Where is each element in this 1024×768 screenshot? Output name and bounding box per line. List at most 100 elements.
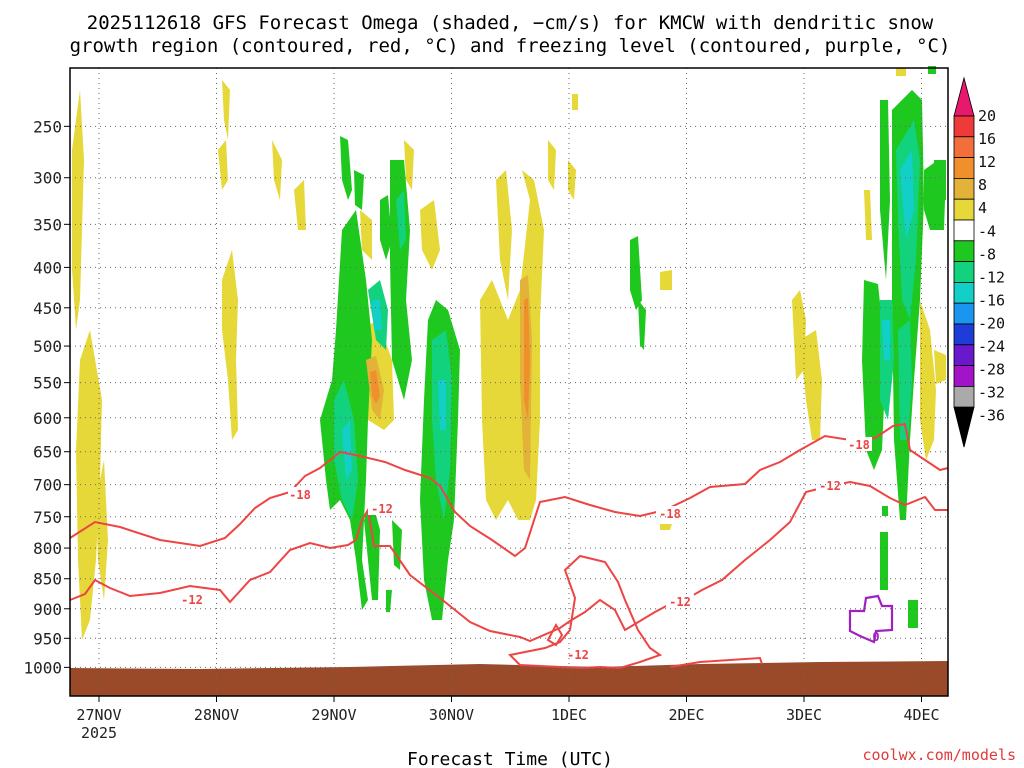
- colorbar-label: 20: [978, 107, 996, 125]
- dgz-contours: [69, 422, 949, 670]
- omega-green-region: [364, 500, 380, 600]
- omega-teal-region: [882, 320, 890, 360]
- y-tick-label: 850: [33, 570, 62, 589]
- dgz-contour-minus18: [69, 422, 949, 558]
- contour-label-minus12: -12: [819, 479, 841, 493]
- contour-label-zero: 0: [872, 630, 879, 644]
- omega-green-region: [392, 520, 402, 570]
- omega-green-region: [880, 100, 890, 280]
- omega-green-region: [386, 590, 392, 612]
- freezing-level-contour: [848, 594, 894, 644]
- colorbar-label: 4: [978, 199, 987, 217]
- omega-green-region: [390, 160, 412, 400]
- colorbar-label: -32: [978, 384, 1005, 402]
- x-tick-label: 3DEC: [786, 706, 822, 724]
- omega-yellow-region: [896, 68, 906, 76]
- omega-yellow-region: [572, 94, 578, 110]
- y-axis: 250 300 350 400 450 500 550 600 650 700 750 800 850 9…: [23, 117, 70, 677]
- colorbar-swatch: [953, 240, 975, 263]
- omega-yellow-region: [480, 170, 544, 520]
- omega-yellow-region: [404, 140, 414, 190]
- x-tick-label: 29NOV: [311, 706, 356, 724]
- x-tick-label: 28NOV: [194, 706, 239, 724]
- omega-green-region: [630, 236, 642, 310]
- colorbar-label: -28: [978, 361, 1005, 379]
- y-tick-label: 300: [33, 169, 62, 188]
- y-tick-label: 500: [33, 337, 62, 356]
- omega-orange-region: [524, 298, 530, 420]
- omega-yellow-region: [222, 250, 238, 440]
- omega-yellow-region: [72, 90, 84, 330]
- colorbar-swatch: [953, 219, 975, 242]
- omega-teal-region: [372, 300, 382, 330]
- omega-teal-region: [898, 320, 912, 440]
- colorbar-swatch: [953, 365, 975, 387]
- omega-green-region: [908, 600, 918, 628]
- x-year-label: 2025: [81, 724, 117, 742]
- colorbar-swatch: [953, 198, 975, 221]
- omega-green-region: [882, 506, 888, 516]
- omega-yellow-region: [568, 160, 576, 200]
- chart-title-line1: 2025112618 GFS Forecast Omega (shaded, −…: [87, 12, 934, 34]
- omega-yellow-region: [360, 210, 372, 260]
- omega-green-region: [354, 170, 364, 210]
- colorbar-swatch: [953, 344, 975, 366]
- colorbar-swatch: [953, 261, 975, 283]
- omega-green-region: [380, 195, 392, 260]
- colorbar-swatch: [953, 302, 975, 325]
- colorbar-swatch: [953, 157, 975, 179]
- colorbar: 20 16 12 8 4 -4 -8 -12 -16 -20 -24 -28 -32 -36: [953, 76, 1005, 448]
- colorbar-label: -4: [978, 222, 996, 240]
- y-tick-label: 650: [33, 443, 62, 462]
- omega-yellow-region: [660, 270, 672, 290]
- omega-yellow-region: [800, 330, 822, 440]
- credit-text: coolwx.com/models: [862, 746, 1016, 764]
- omega-orange-region: [370, 370, 380, 404]
- dgz-contour-minus12: [69, 480, 948, 643]
- colorbar-swatch: [953, 281, 975, 304]
- omega-yellow-region: [934, 350, 946, 384]
- colorbar-top-arrow: [953, 76, 975, 117]
- x-axis-title: Forecast Time (UTC): [407, 749, 613, 768]
- y-tick-label: 750: [33, 508, 62, 527]
- x-tick-label: 27NOV: [76, 706, 121, 724]
- omega-yellow-region: [222, 80, 230, 140]
- contour-label-minus12: -12: [669, 595, 691, 609]
- colorbar-swatch: [953, 323, 975, 346]
- omega-yellow-region: [548, 140, 556, 190]
- contour-label-minus18: -18: [848, 438, 870, 452]
- colorbar-label: -12: [978, 268, 1005, 286]
- colorbar-label: 12: [978, 153, 996, 171]
- y-tick-label: 600: [33, 409, 62, 428]
- y-tick-label: 950: [33, 629, 62, 648]
- colorbar-bottom-arrow: [953, 406, 975, 448]
- omega-teal-region: [342, 420, 352, 480]
- colorbar-swatch: [953, 115, 975, 138]
- colorbar-label: -8: [978, 245, 996, 263]
- omega-yellow-region: [272, 140, 282, 200]
- y-tick-label: 450: [33, 299, 62, 318]
- omega-green-region: [928, 66, 936, 74]
- colorbar-label: 8: [978, 176, 987, 194]
- omega-yellow-region: [420, 200, 440, 270]
- y-tick-label: 1000: [23, 658, 62, 677]
- colorbar-label: -36: [978, 407, 1005, 425]
- omega-shading: [72, 66, 946, 640]
- colorbar-label: -16: [978, 291, 1005, 309]
- omega-green-region: [934, 160, 946, 200]
- terrain-ground: [70, 661, 948, 696]
- omega-yellow-region: [294, 180, 306, 230]
- omega-green-region: [880, 532, 888, 590]
- x-tick-label: 2DEC: [668, 706, 704, 724]
- plot-border: [69, 67, 949, 697]
- x-axis: 27NOV 28NOV 29NOV 30NOV 1DEC 2DEC 3DEC 4DEC: [76, 696, 940, 724]
- contour-labels: -18 -12 -12 -18 -12 -12 -18 -12 0: [178, 437, 880, 662]
- colorbar-label: 16: [978, 130, 996, 148]
- contour-label-minus12: -12: [567, 648, 589, 662]
- colorbar-label: -24: [978, 338, 1005, 356]
- y-tick-label: 700: [33, 476, 62, 495]
- y-tick-label: 250: [33, 117, 62, 136]
- y-tick-label: 800: [33, 539, 62, 558]
- x-tick-label: 30NOV: [429, 706, 474, 724]
